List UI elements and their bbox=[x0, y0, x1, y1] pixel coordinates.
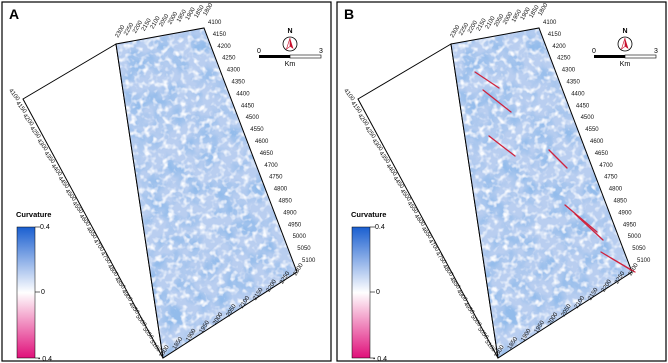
tick-label: 4400 bbox=[571, 91, 585, 97]
colorbar bbox=[351, 226, 371, 359]
fault-line bbox=[574, 213, 604, 241]
fault-line bbox=[548, 149, 568, 169]
tick-label: 4450 bbox=[241, 103, 255, 109]
tick-label: 4350 bbox=[232, 80, 246, 86]
svg-text:0: 0 bbox=[41, 289, 45, 296]
panel-a: A 23002250220021502100205020001950190018… bbox=[1, 1, 332, 363]
svg-text:Km: Km bbox=[620, 61, 631, 68]
tick-label: 4300 bbox=[562, 68, 576, 74]
colorbar bbox=[16, 226, 36, 359]
fault-line bbox=[564, 204, 598, 233]
tick-label: 4400 bbox=[236, 91, 250, 97]
tick-label: 4850 bbox=[279, 199, 293, 205]
tick-label: 4750 bbox=[604, 175, 618, 181]
tick-label: 4650 bbox=[595, 151, 609, 157]
tick-label: 4950 bbox=[623, 222, 637, 228]
tick-label: 4950 bbox=[288, 222, 302, 228]
tick-label: 4500 bbox=[581, 115, 595, 121]
tick-label: 4350 bbox=[567, 80, 581, 86]
tick-label: 4150 bbox=[548, 32, 562, 38]
tick-label: 4900 bbox=[618, 210, 632, 216]
curvature-legend: Curvature 0.4 0 - 0.4 bbox=[351, 210, 387, 363]
svg-text:- 0.4: - 0.4 bbox=[38, 356, 52, 363]
tick-label: 4250 bbox=[222, 56, 236, 62]
tick-label: 4800 bbox=[609, 187, 623, 193]
fault-line bbox=[488, 135, 516, 157]
tick-label: 4200 bbox=[552, 44, 566, 50]
svg-text:- 0.4: - 0.4 bbox=[373, 356, 387, 363]
fault-lines bbox=[474, 71, 636, 273]
panel-label: B bbox=[344, 6, 354, 22]
scale-bar: 0 3 Km bbox=[257, 48, 323, 68]
tick-label: 5050 bbox=[297, 246, 311, 252]
tick-label: 4550 bbox=[250, 127, 264, 133]
tick-label: 4750 bbox=[269, 175, 283, 181]
tick-label: 4100 bbox=[208, 20, 222, 26]
tick-label: 4450 bbox=[576, 103, 590, 109]
tick-label: 5000 bbox=[293, 234, 307, 240]
north-arrow-icon: N bbox=[282, 28, 298, 52]
svg-text:N: N bbox=[287, 28, 292, 35]
fault-line bbox=[474, 71, 500, 89]
tick-label: 4500 bbox=[246, 115, 260, 121]
svg-text:Curvature: Curvature bbox=[351, 210, 386, 219]
tick-label: 4700 bbox=[599, 163, 613, 169]
svg-text:0.4: 0.4 bbox=[40, 224, 50, 231]
tick-label: 4900 bbox=[283, 210, 297, 216]
tick-label: 5000 bbox=[628, 234, 642, 240]
tick-label: 4200 bbox=[217, 44, 231, 50]
svg-text:0: 0 bbox=[376, 289, 380, 296]
north-arrow-icon: N bbox=[617, 28, 633, 52]
tick-label: 4700 bbox=[264, 163, 278, 169]
tick-label: 4100 bbox=[543, 20, 557, 26]
svg-text:Curvature: Curvature bbox=[16, 210, 51, 219]
tick-label: 4600 bbox=[590, 139, 604, 145]
curvature-legend: Curvature 0.4 0 - 0.4 bbox=[16, 210, 52, 363]
fault-line bbox=[482, 89, 512, 113]
tick-label: 4800 bbox=[274, 187, 288, 193]
tick-label: 4300 bbox=[227, 68, 241, 74]
tick-label: 5050 bbox=[632, 246, 646, 252]
scale-bar: 0 3 Km bbox=[592, 48, 658, 68]
tick-label: 5100 bbox=[302, 258, 316, 264]
tick-label: 5100 bbox=[637, 258, 651, 264]
fault-line bbox=[610, 257, 636, 273]
panel-b: B 23002250220021502100205020001950190018… bbox=[336, 1, 667, 363]
svg-text:Km: Km bbox=[285, 61, 296, 68]
svg-text:3: 3 bbox=[319, 48, 323, 55]
tick-label: 4850 bbox=[614, 199, 628, 205]
svg-text:0: 0 bbox=[592, 48, 596, 55]
tick-label: 4150 bbox=[213, 32, 227, 38]
svg-text:0: 0 bbox=[257, 48, 261, 55]
svg-text:N: N bbox=[622, 28, 627, 35]
tick-label: 4650 bbox=[260, 151, 274, 157]
svg-text:0.4: 0.4 bbox=[375, 224, 385, 231]
tick-label: 4600 bbox=[255, 139, 269, 145]
tick-label: 4550 bbox=[585, 127, 599, 133]
panel-label: A bbox=[9, 6, 19, 22]
tick-label: 4250 bbox=[557, 56, 571, 62]
svg-text:3: 3 bbox=[654, 48, 658, 55]
